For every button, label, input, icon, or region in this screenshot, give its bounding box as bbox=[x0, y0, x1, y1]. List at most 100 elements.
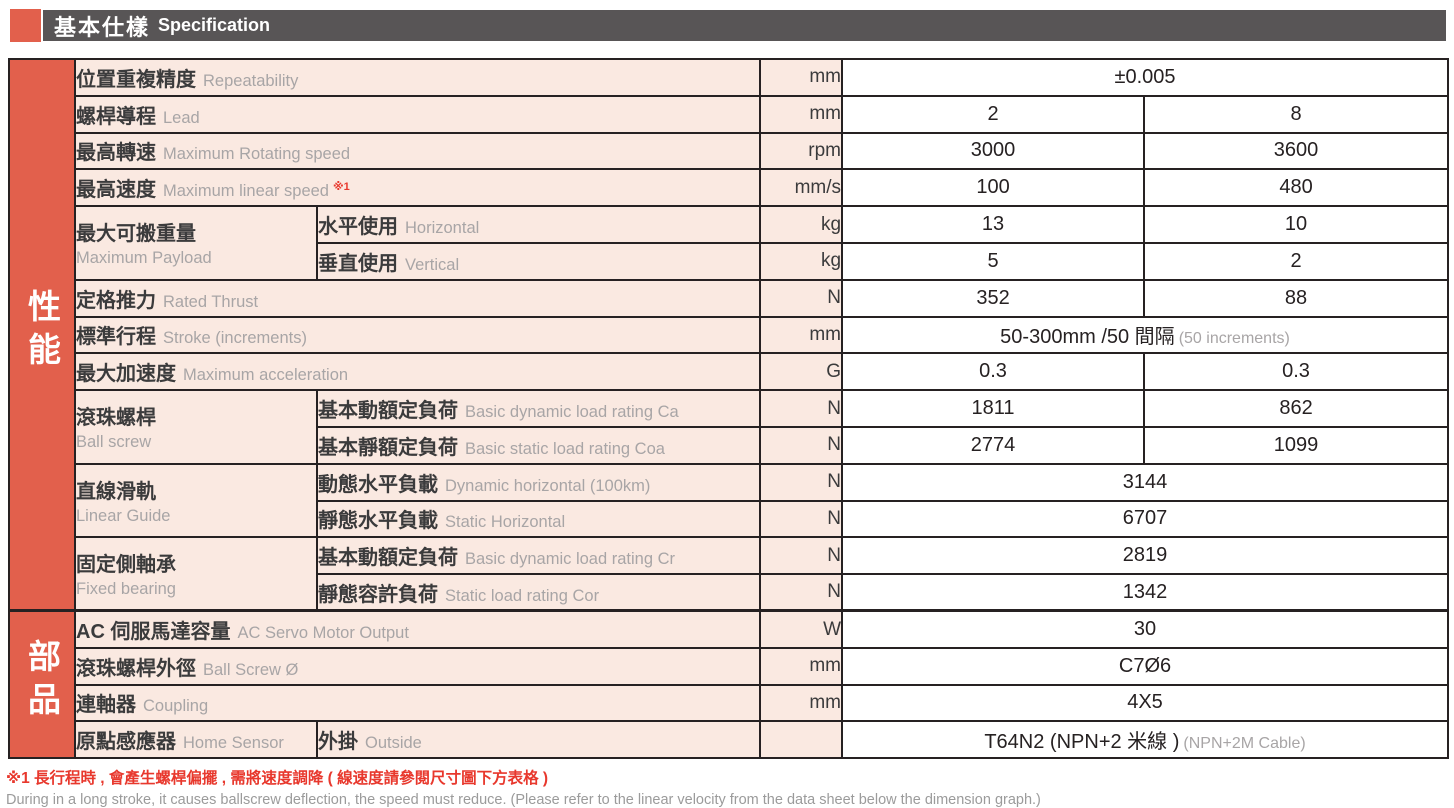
row-label-servo-output: AC 伺服馬達容量 AC Servo Motor Output bbox=[73, 609, 762, 649]
unit-cell: mm/s bbox=[759, 168, 844, 208]
group-label-payload: 最大可搬重量 Maximum Payload bbox=[74, 205, 318, 281]
value-cell-home-sensor: T64N2 (NPN+2 米線 ) (NPN+2M Cable) bbox=[841, 720, 1450, 760]
spec-row-bearing-cr: 固定側軸承 Fixed bearing 基本動額定負荷 Basic dynamic … bbox=[9, 536, 1450, 612]
spec-row-rated-thrust: 定格推力 Rated Thrust N 352 88 bbox=[9, 278, 1450, 318]
unit-cell: N bbox=[759, 278, 844, 318]
spec-row-repeatability: 性能 位置重複精度 Repeatability mm ±0.005 bbox=[8, 58, 1450, 612]
value-cell: 3144 bbox=[841, 462, 1450, 502]
value-cell: 1342 bbox=[841, 573, 1450, 612]
spec-row-guide-dynamic: 直線滑軌 Linear Guide 動態水平負載 Dynamic horizonta… bbox=[9, 462, 1450, 539]
unit-cell: mm bbox=[759, 315, 844, 355]
row-label-stroke: 標準行程 Stroke (increments) bbox=[73, 315, 762, 355]
unit-cell: G bbox=[759, 352, 844, 392]
row-label-max-rotating: 最高轉速 Maximum Rotating speed bbox=[73, 131, 762, 171]
page-title-zh: 基本仕樣 bbox=[54, 14, 151, 40]
section-band-parts: 部品 bbox=[8, 609, 76, 760]
spec-row-lead: 螺桿導程 Lead mm 2 8 bbox=[9, 94, 1450, 134]
value-cell: 1811 bbox=[841, 389, 1146, 428]
spec-row-servo-output: 部品 AC 伺服馬達容量 AC Servo Motor Output W 30 bbox=[8, 609, 1450, 760]
row-label-repeatability: 位置重複精度 Repeatability bbox=[73, 58, 762, 97]
value-cell: 2774 bbox=[841, 425, 1146, 465]
row-label-ballscrew-od: 滾珠螺桿外徑 Ball Screw Ø bbox=[73, 646, 762, 686]
value-cell: 1099 bbox=[1143, 425, 1450, 465]
spec-row-ballscrew-od: 滾珠螺桿外徑 Ball Screw Ø mm C7Ø6 bbox=[9, 646, 1450, 686]
group-label-fixed-bearing: 固定側軸承 Fixed bearing bbox=[74, 536, 318, 612]
row-label-rated-thrust: 定格推力 Rated Thrust bbox=[73, 278, 762, 318]
value-cell: 4X5 bbox=[841, 683, 1450, 723]
spec-row-payload-horizontal: 最大可搬重量 Maximum Payload 水平使用 Horizontal kg … bbox=[9, 205, 1450, 281]
unit-cell: mm bbox=[759, 94, 844, 134]
value-cell: 480 bbox=[1143, 168, 1450, 208]
spec-row-ballscrew-ca: 滾珠螺桿 Ball screw 基本動額定負荷 Basic dynamic load… bbox=[9, 389, 1450, 465]
header-accent-square bbox=[10, 9, 41, 42]
spec-row-stroke: 標準行程 Stroke (increments) mm 50-300mm /50 … bbox=[9, 315, 1450, 355]
unit-cell: N bbox=[759, 389, 844, 428]
row-label-max-accel: 最大加速度 Maximum acceleration bbox=[73, 352, 762, 392]
value-cell: 13 bbox=[841, 205, 1146, 244]
unit-cell: N bbox=[759, 425, 844, 465]
footnote-zh: ※1 長行程時 , 會產生螺桿偏擺 , 需將速度調降 ( 線速度請參閱尺寸圖下方… bbox=[6, 770, 549, 788]
unit-cell-empty bbox=[759, 720, 844, 760]
value-cell-lead8: 8 bbox=[1143, 94, 1450, 134]
unit-cell: kg bbox=[759, 205, 844, 244]
row-label-vertical: 垂直使用 Vertical bbox=[315, 241, 762, 281]
section-label-performance: 性能 bbox=[23, 289, 61, 376]
value-cell: ±0.005 bbox=[841, 58, 1450, 97]
value-cell: 0.3 bbox=[841, 352, 1146, 392]
spec-row-max-accel: 最大加速度 Maximum acceleration G 0.3 0.3 bbox=[9, 352, 1450, 392]
value-cell-lead2: 2 bbox=[841, 94, 1146, 134]
row-label-cr: 基本動額定負荷 Basic dynamic load rating Cr bbox=[315, 536, 762, 576]
row-label-coupling: 連軸器 Coupling bbox=[73, 683, 762, 723]
row-label-home-sensor: 原點感應器 Home Sensor bbox=[74, 720, 318, 760]
value-cell: 88 bbox=[1143, 278, 1450, 318]
row-label-ca: 基本動額定負荷 Basic dynamic load rating Ca bbox=[315, 389, 762, 428]
unit-cell: kg bbox=[759, 241, 844, 281]
unit-cell: N bbox=[759, 536, 844, 576]
unit-cell: N bbox=[759, 462, 844, 502]
page-title-en: Specification bbox=[158, 15, 271, 35]
value-cell: 352 bbox=[841, 278, 1146, 318]
spec-row-coupling: 連軸器 Coupling mm 4X5 bbox=[9, 683, 1450, 723]
spec-row-bearing-cor: 靜態容許負荷 Static load rating Cor N 1342 bbox=[9, 573, 1450, 612]
unit-cell: N bbox=[759, 573, 844, 612]
row-label-coa: 基本靜額定負荷 Basic static load rating Coa bbox=[315, 425, 762, 465]
value-cell: 0.3 bbox=[1143, 352, 1450, 392]
footnote-ref-mark: ※1 bbox=[332, 180, 350, 193]
header-bar: 基本仕樣 Specification bbox=[43, 10, 1446, 41]
value-cell: 100 bbox=[841, 168, 1146, 208]
spec-row-payload-vertical: 垂直使用 Vertical kg 5 2 bbox=[9, 241, 1450, 281]
unit-cell: W bbox=[759, 609, 844, 649]
value-cell: 2819 bbox=[841, 536, 1450, 576]
specification-table: 性能 位置重複精度 Repeatability mm ±0.005 螺桿導程 Lea… bbox=[8, 58, 1450, 760]
value-cell: 862 bbox=[1143, 389, 1450, 428]
row-label-outside: 外掛 Outside bbox=[315, 720, 762, 760]
unit-cell: mm bbox=[759, 646, 844, 686]
row-label-horizontal: 水平使用 Horizontal bbox=[315, 205, 762, 244]
value-cell: 3600 bbox=[1143, 131, 1450, 171]
section-header: 基本仕樣 Specification bbox=[0, 0, 1454, 42]
section-band-performance: 性能 bbox=[8, 58, 76, 612]
group-label-ball-screw: 滾珠螺桿 Ball screw bbox=[74, 389, 318, 465]
group-label-linear-guide: 直線滑軌 Linear Guide bbox=[74, 462, 318, 539]
value-cell: 2 bbox=[1143, 241, 1450, 281]
value-cell: C7Ø6 bbox=[841, 646, 1450, 686]
row-label-static-horizontal: 靜態水平負載 Static Horizontal bbox=[315, 499, 762, 539]
row-label-dynamic-horizontal: 動態水平負載 Dynamic horizontal (100km) bbox=[315, 462, 762, 502]
section-label-parts: 部品 bbox=[23, 639, 61, 726]
row-label-max-linear: 最高速度 Maximum linear speed ※1 bbox=[73, 168, 762, 208]
spec-row-home-sensor: 原點感應器 Home Sensor 外掛 Outside T64N2 (NPN+2 … bbox=[9, 720, 1450, 760]
footnote-en: During in a long stroke, it causes balls… bbox=[6, 792, 1041, 808]
value-cell: 3000 bbox=[841, 131, 1146, 171]
value-cell: 5 bbox=[841, 241, 1146, 281]
value-cell: 6707 bbox=[841, 499, 1450, 539]
value-note: (NPN+2M Cable) bbox=[1183, 735, 1306, 753]
value-cell-stroke: 50-300mm /50 間隔 (50 increments) bbox=[841, 315, 1450, 355]
spec-row-guide-static: 靜態水平負載 Static Horizontal N 6707 bbox=[9, 499, 1450, 539]
unit-cell: rpm bbox=[759, 131, 844, 171]
row-label-cor: 靜態容許負荷 Static load rating Cor bbox=[315, 573, 762, 612]
row-label-lead: 螺桿導程 Lead bbox=[73, 94, 762, 134]
value-note: (50 increments) bbox=[1178, 330, 1290, 348]
spec-row-ballscrew-coa: 基本靜額定負荷 Basic static load rating Coa N 27… bbox=[9, 425, 1450, 465]
spec-row-max-linear: 最高速度 Maximum linear speed ※1 mm/s 100 480 bbox=[9, 168, 1450, 208]
